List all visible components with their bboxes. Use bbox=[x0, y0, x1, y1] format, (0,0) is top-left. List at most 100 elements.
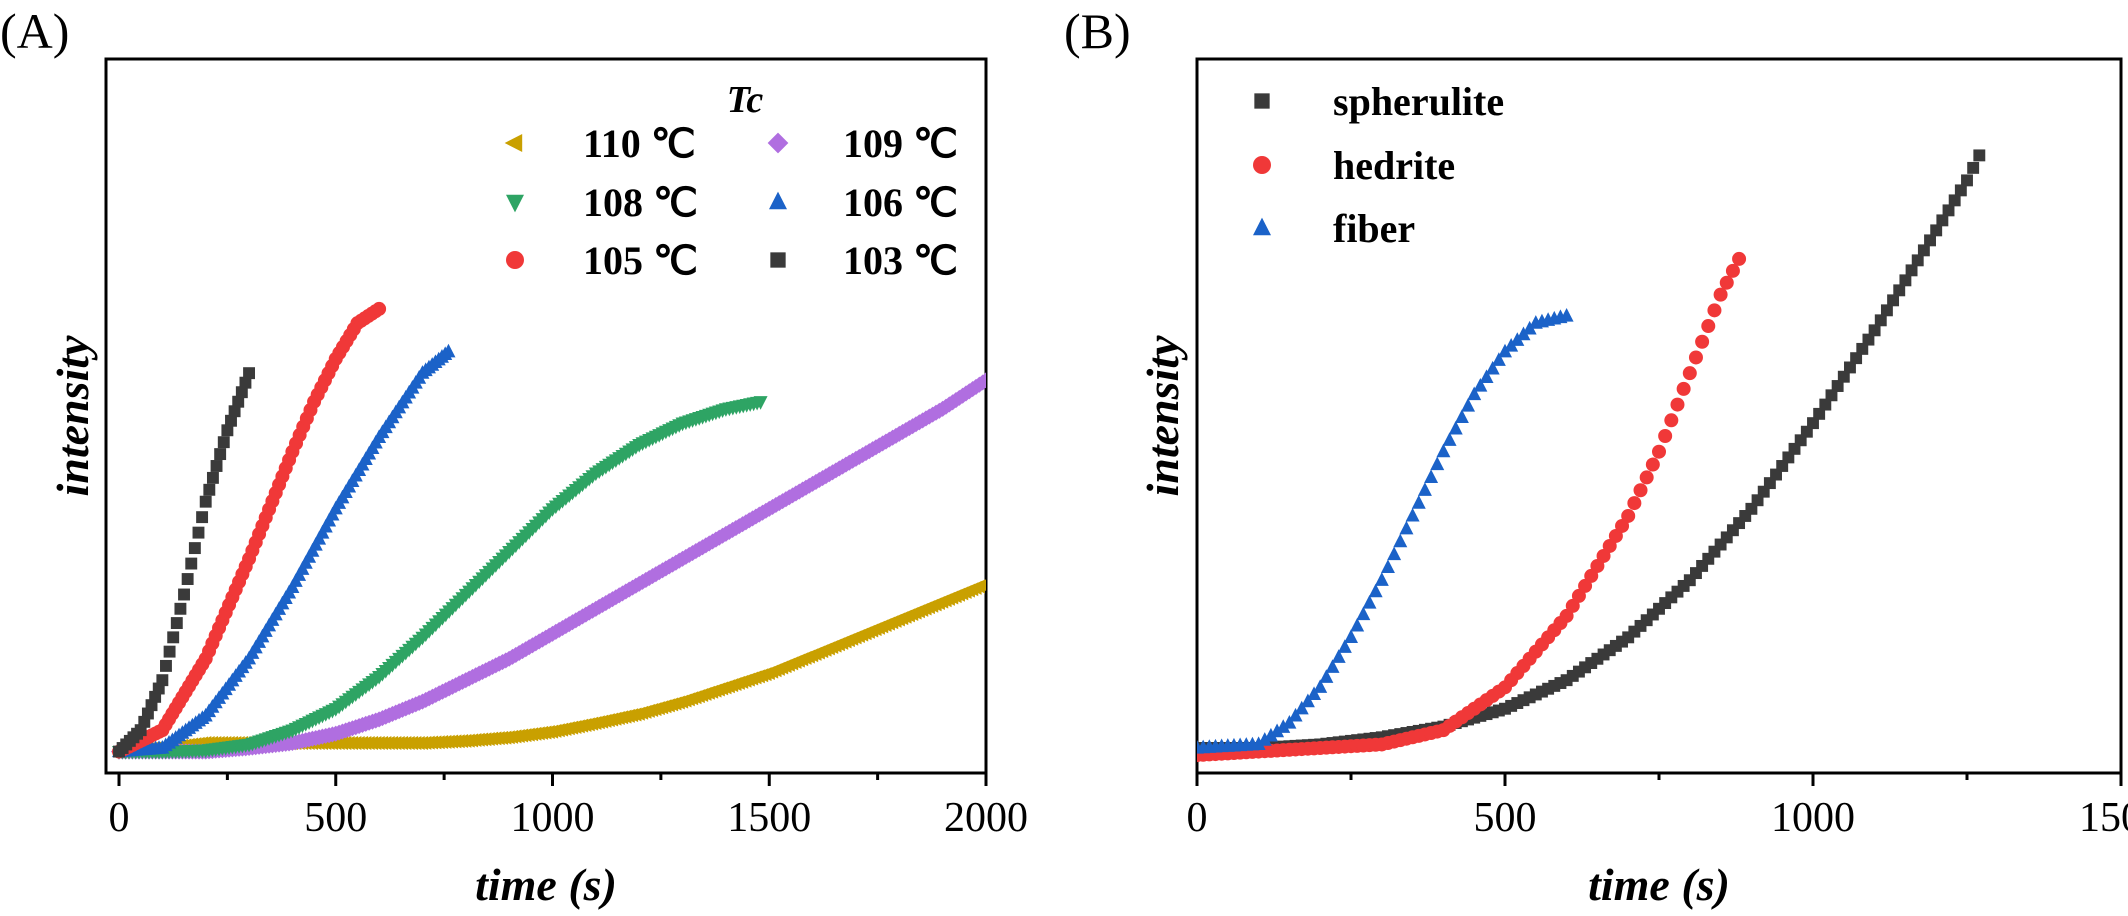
panel-a-point-103 bbox=[145, 699, 158, 712]
panel-a-point-103 bbox=[138, 715, 151, 728]
panel-b-point-spherulite bbox=[1856, 342, 1869, 355]
panel-a-point-103 bbox=[196, 511, 209, 524]
panel-b-legend: spherulite hedrite fiber bbox=[1253, 79, 1504, 251]
panel-a: (A) 0 500 1000 1500 2000 time (s) intensity … bbox=[0, 3, 1028, 910]
panel-b-point-spherulite bbox=[1677, 579, 1690, 592]
panel-b-point-fiber bbox=[1276, 719, 1291, 733]
panel-b-point-fiber bbox=[1491, 352, 1506, 366]
panel-a-point-103 bbox=[167, 631, 180, 644]
panel-b-point-hedrite bbox=[1615, 518, 1630, 533]
panel-b-point-fiber bbox=[1362, 595, 1377, 609]
panel-a-x-tick-label: 500 bbox=[304, 795, 367, 841]
panel-b-point-fiber bbox=[1319, 669, 1334, 683]
panel-b-point-spherulite bbox=[1874, 314, 1887, 327]
panel-b-point-hedrite bbox=[1590, 558, 1605, 573]
panel-b-legend-label-hedrite: hedrite bbox=[1333, 143, 1455, 188]
panel-a-point-103 bbox=[192, 526, 205, 539]
panel-b-point-fiber bbox=[1467, 386, 1482, 401]
panel-b-point-spherulite bbox=[1807, 417, 1819, 430]
panel-b-point-fiber bbox=[1300, 693, 1315, 708]
panel-b-point-spherulite bbox=[1597, 648, 1610, 661]
panel-b-x-ticks: 0 500 1000 1500 bbox=[1187, 773, 2128, 841]
panel-b-point-fiber bbox=[1331, 649, 1346, 663]
panel-a-x-tick-label: 1000 bbox=[511, 795, 595, 841]
panel-a-point-105 bbox=[372, 301, 387, 316]
panel-b-point-spherulite bbox=[1486, 706, 1499, 719]
panel-b-point-spherulite bbox=[1634, 619, 1647, 632]
panel-b-point-fiber bbox=[1337, 639, 1352, 653]
panel-b-point-spherulite bbox=[1536, 685, 1548, 698]
panel-a-legend-marker-106 bbox=[769, 191, 787, 210]
panel-b-label: (B) bbox=[1064, 3, 1131, 59]
panel-b-point-spherulite bbox=[1794, 434, 1807, 447]
panel-b-point-hedrite bbox=[1670, 397, 1685, 412]
panel-b-point-spherulite bbox=[1720, 531, 1733, 544]
panel-a-point-103 bbox=[243, 367, 256, 380]
panel-b-point-spherulite bbox=[1751, 494, 1764, 507]
panel-a-legend-marker-103 bbox=[770, 252, 786, 268]
panel-a-point-103 bbox=[152, 682, 165, 695]
panel-a-y-axis-title: intensity bbox=[47, 335, 98, 497]
panel-b-point-spherulite bbox=[1659, 597, 1672, 610]
panel-b-point-spherulite bbox=[1708, 545, 1721, 558]
panel-b-point-spherulite bbox=[1622, 631, 1635, 644]
panel-b-point-spherulite bbox=[1770, 468, 1782, 481]
panel-b-point-fiber bbox=[1448, 420, 1463, 435]
panel-b-point-spherulite bbox=[1800, 425, 1813, 438]
panel-b-point-fiber bbox=[1559, 307, 1574, 322]
panel-a-point-103 bbox=[203, 483, 216, 496]
panel-b-point-hedrite bbox=[1688, 350, 1703, 365]
panel-a-point-103 bbox=[160, 659, 172, 672]
panel-b-point-spherulite bbox=[1831, 380, 1844, 392]
panel-b-point-spherulite bbox=[1819, 398, 1832, 411]
panel-b-point-spherulite bbox=[1714, 538, 1727, 551]
panel-b-legend-marker-hedrite bbox=[1253, 156, 1271, 174]
panel-b-point-fiber bbox=[1430, 456, 1445, 471]
panel-a-point-103 bbox=[134, 724, 147, 737]
panel-b-point-hedrite bbox=[1565, 598, 1580, 613]
panel-b-point-fiber bbox=[1454, 409, 1469, 424]
panel-b-point-fiber bbox=[1344, 629, 1358, 643]
panel-a-point-103 bbox=[232, 395, 245, 408]
panel-b-point-spherulite bbox=[1548, 679, 1561, 692]
panel-b-x-tick-label: 1500 bbox=[2079, 795, 2128, 841]
panel-b-point-hedrite bbox=[1707, 303, 1722, 318]
panel-b-point-spherulite bbox=[1616, 635, 1628, 648]
panel-b-point-spherulite bbox=[1591, 652, 1604, 665]
panel-b-point-hedrite bbox=[1713, 287, 1728, 302]
panel-a-x-tick-label: 1500 bbox=[727, 795, 811, 841]
panel-b-point-spherulite bbox=[1776, 460, 1789, 472]
panel-b-x-axis-title: time (s) bbox=[1588, 859, 1730, 910]
panel-b-point-hedrite bbox=[1732, 251, 1747, 266]
panel-b-point-hedrite bbox=[1652, 444, 1666, 459]
panel-b-point-fiber bbox=[1387, 546, 1402, 561]
panel-b-x-tick-label: 500 bbox=[1474, 795, 1537, 841]
panel-b-point-spherulite bbox=[1653, 602, 1665, 615]
panel-b-point-fiber bbox=[1393, 533, 1408, 548]
panel-a-point-103 bbox=[188, 542, 201, 555]
panel-b-x-tick-label: 1000 bbox=[1771, 795, 1855, 841]
panel-b-point-spherulite bbox=[1640, 614, 1653, 627]
panel-b-point-spherulite bbox=[1499, 702, 1511, 715]
panel-a-point-109 bbox=[977, 372, 986, 389]
panel-b-point-spherulite bbox=[1757, 485, 1770, 498]
panel-a-point-106 bbox=[441, 343, 456, 358]
panel-a-point-103 bbox=[141, 707, 154, 720]
panel-b-point-spherulite bbox=[1726, 524, 1739, 537]
panel-b-point-fiber bbox=[1288, 707, 1303, 722]
panel-b-point-spherulite bbox=[1628, 625, 1641, 638]
panel-b-point-hedrite bbox=[1639, 470, 1654, 485]
panel-a-point-103 bbox=[174, 602, 187, 615]
panel-b-point-spherulite bbox=[1880, 304, 1893, 317]
panel-b-point-spherulite bbox=[1825, 389, 1838, 402]
panel-b-point-fiber bbox=[1350, 617, 1365, 632]
panel-a-series-106 bbox=[112, 343, 456, 758]
panel-b-point-hedrite bbox=[1596, 548, 1611, 563]
panel-b-data-marks bbox=[1197, 149, 1986, 763]
panel-b-point-fiber bbox=[1374, 572, 1389, 586]
panel-b-point-spherulite bbox=[1603, 644, 1616, 657]
panel-a-point-103 bbox=[210, 460, 223, 472]
panel-a-point-103 bbox=[178, 588, 190, 601]
panel-a-point-103 bbox=[239, 376, 252, 389]
panel-b-point-spherulite bbox=[1942, 204, 1955, 217]
